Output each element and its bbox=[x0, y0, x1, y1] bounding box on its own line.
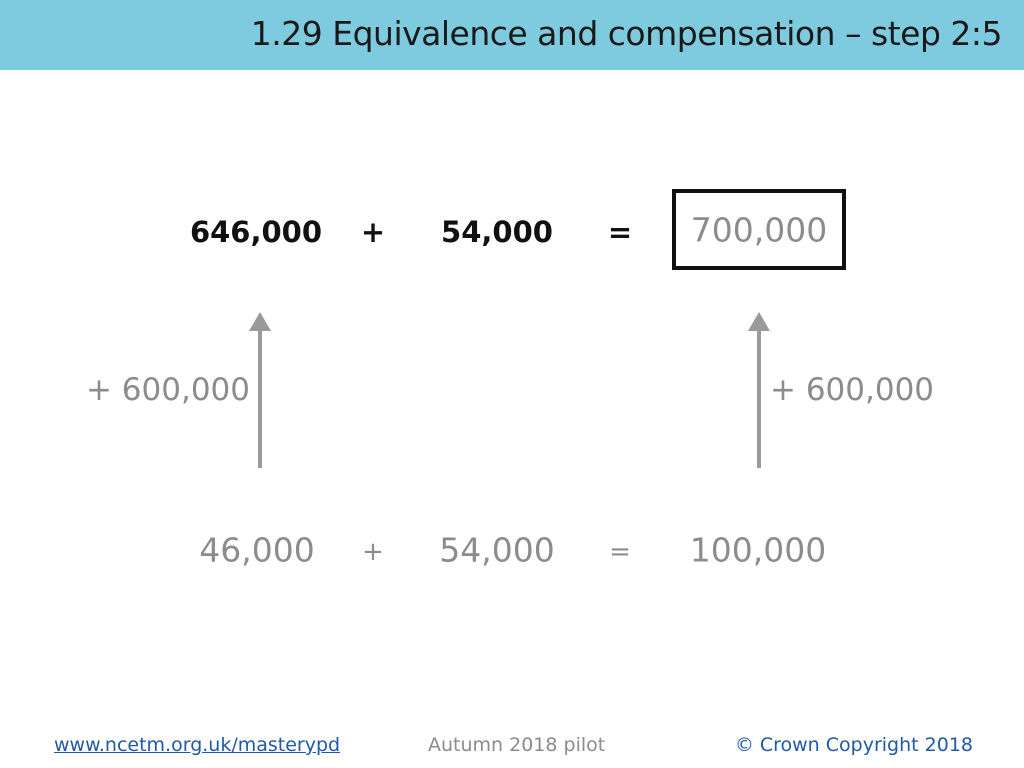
operator: + bbox=[362, 537, 384, 567]
equals: = bbox=[609, 537, 631, 567]
adjustment-label: + 600,000 bbox=[770, 372, 935, 408]
addend: 46,000 bbox=[199, 530, 315, 570]
addend: 54,000 bbox=[441, 215, 553, 249]
arrow-head bbox=[249, 312, 271, 331]
footer-text: Autumn 2018 pilot bbox=[428, 734, 606, 756]
addend: 646,000 bbox=[189, 215, 323, 249]
footer-link[interactable]: www.ncetm.org.uk/masterypd bbox=[54, 734, 341, 756]
operator: + bbox=[360, 215, 386, 249]
sum: 700,000 bbox=[690, 210, 828, 250]
copyright: © Crown Copyright 2018 bbox=[734, 734, 973, 756]
sum: 100,000 bbox=[689, 530, 827, 570]
addend: 54,000 bbox=[439, 530, 555, 570]
equals: = bbox=[607, 215, 633, 249]
adjustment-label: + 600,000 bbox=[85, 372, 250, 408]
slide-title: 1.29 Equivalence and compensation – step… bbox=[250, 14, 1003, 53]
header-bar: 1.29 Equivalence and compensation – step… bbox=[0, 0, 1024, 70]
arrow-head bbox=[748, 312, 770, 331]
answer-box bbox=[672, 189, 846, 270]
